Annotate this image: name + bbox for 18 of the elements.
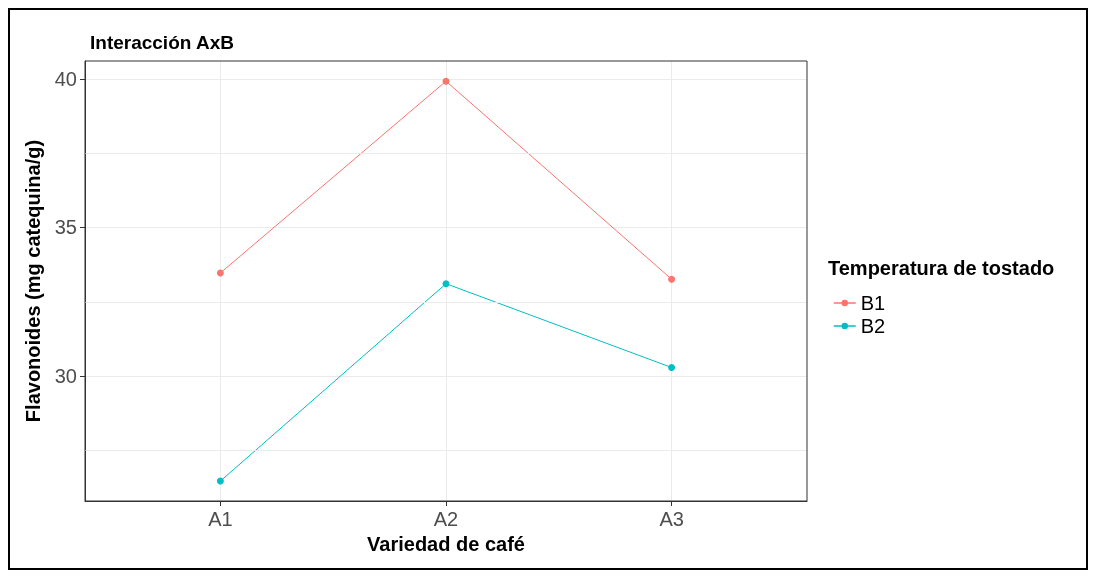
y-tick-label: 30	[54, 365, 77, 388]
legend-label: B1	[860, 292, 886, 314]
point	[442, 77, 450, 85]
y-tick-label: 40	[54, 67, 77, 90]
y-axis-title: Flavonoides (mg catequina/g)	[22, 139, 44, 423]
point	[442, 280, 450, 288]
point	[216, 269, 224, 277]
point	[668, 364, 676, 372]
legend-title: Temperatura de tostado	[828, 257, 1055, 279]
point	[668, 275, 676, 283]
chart-title: Interacción AxB	[90, 32, 234, 53]
x-axis-title: Variedad de café	[367, 532, 525, 555]
x-tick-label: A3	[659, 508, 684, 530]
legend-label: B2	[860, 315, 886, 337]
x-tick-label: A2	[433, 508, 459, 530]
x-tick-label: A1	[208, 508, 233, 530]
point	[216, 477, 224, 485]
y-tick-label: 35	[54, 216, 77, 239]
